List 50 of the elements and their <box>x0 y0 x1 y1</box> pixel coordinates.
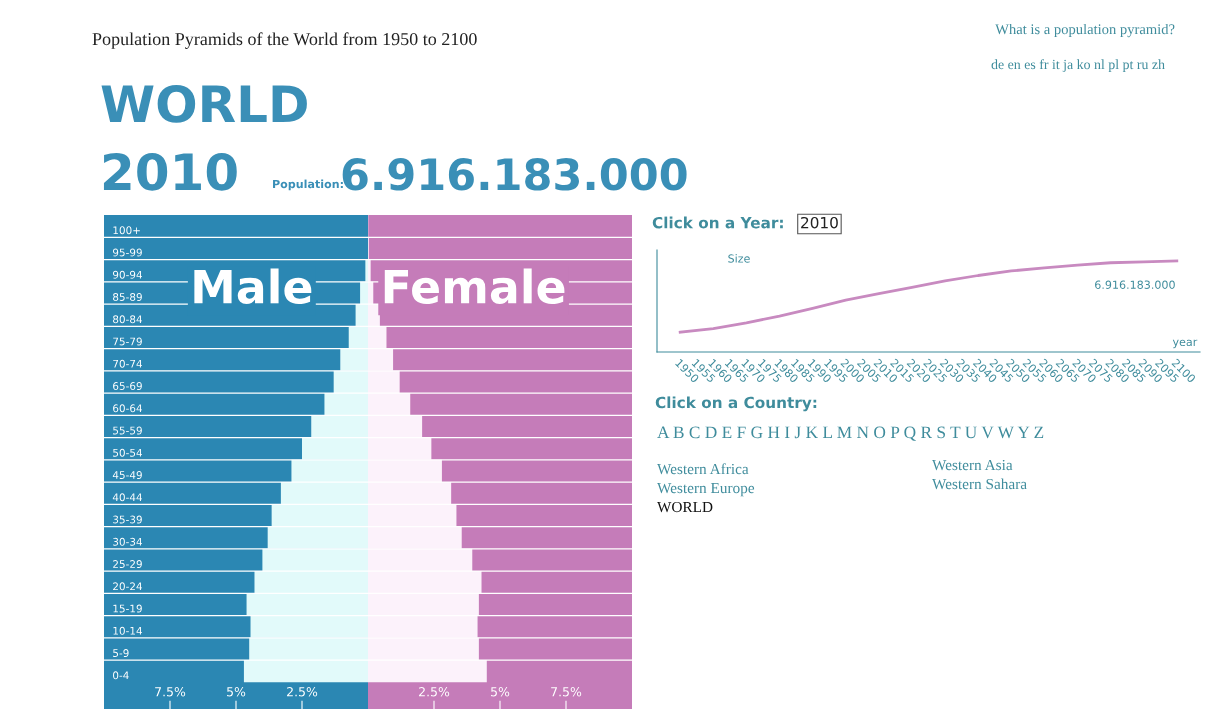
y-tick-label: 60-64 <box>113 404 143 413</box>
text: WORLD <box>657 501 713 513</box>
text: 2010 <box>103 152 237 191</box>
series-label: Female <box>384 268 565 304</box>
y-tick-label: 40-44 <box>112 493 143 502</box>
y-tick-label: 65-69 <box>113 382 142 390</box>
y-tick-label: 90-94 <box>112 270 143 279</box>
text: 2010 <box>801 216 838 229</box>
y-tick-label: 25-29 <box>113 560 142 568</box>
y-tick-label: 30-34 <box>113 537 143 546</box>
text: Western Asia <box>932 459 1013 471</box>
text: What is a population pyramid? <box>995 23 1175 38</box>
y-tick-label: 75-79 <box>113 337 142 346</box>
y-axis-title: Size <box>728 254 750 263</box>
bar <box>243 660 368 683</box>
y-tick-label: 50-54 <box>113 448 143 457</box>
annotation: 6.916.183.000 <box>1095 280 1175 289</box>
y-tick-label: 45-49 <box>112 471 142 479</box>
y-tick-label: 5-9 <box>113 649 129 657</box>
y-tick-label: 35-39 <box>113 515 142 524</box>
text: Western Africa <box>657 463 749 475</box>
chart-title: Click on a Year: <box>652 216 783 229</box>
y-tick-label: 55-59 <box>113 426 142 435</box>
y-tick-label: 80-84 <box>113 315 143 324</box>
text: Click on a Country: <box>655 396 817 412</box>
x-tick-label: 7.5% <box>155 687 186 697</box>
y-tick-label: 100+ <box>113 226 140 235</box>
text: de en es fr it ja ko nl pl pt ru zh <box>991 59 1165 72</box>
text: A B C D E F G H I J K L M N O P Q R S T U V W Y Z <box>657 426 1044 441</box>
series-label: Male <box>194 268 312 304</box>
text: Western Sahara <box>932 478 1027 490</box>
text: WORLD <box>101 84 307 123</box>
y-tick-label: 20-24 <box>113 582 143 591</box>
text: Western Europe <box>657 483 755 497</box>
x-tick-label: 2.5% <box>287 687 318 697</box>
text: 6.916.183.000 <box>342 158 687 191</box>
x-tick-label: 2.5% <box>419 687 450 697</box>
x-tick-label: 7.5% <box>551 687 582 697</box>
y-tick-label: 15-19 <box>113 604 142 613</box>
text: Population Pyramids of the World from 1950 to 2100 <box>92 32 477 49</box>
y-tick-label: 85-89 <box>113 293 142 301</box>
text: Population: <box>273 179 343 191</box>
x-tick-label: 5% <box>491 687 510 697</box>
bar <box>368 660 487 683</box>
y-tick-label: 10-14 <box>113 626 143 635</box>
y-tick-label: 0-4 <box>113 671 129 680</box>
x-axis-title: year <box>1172 339 1198 349</box>
y-tick-label: 70-74 <box>113 359 143 368</box>
y-tick-label: 95-99 <box>112 248 142 257</box>
x-tick-label: 5% <box>227 687 246 697</box>
